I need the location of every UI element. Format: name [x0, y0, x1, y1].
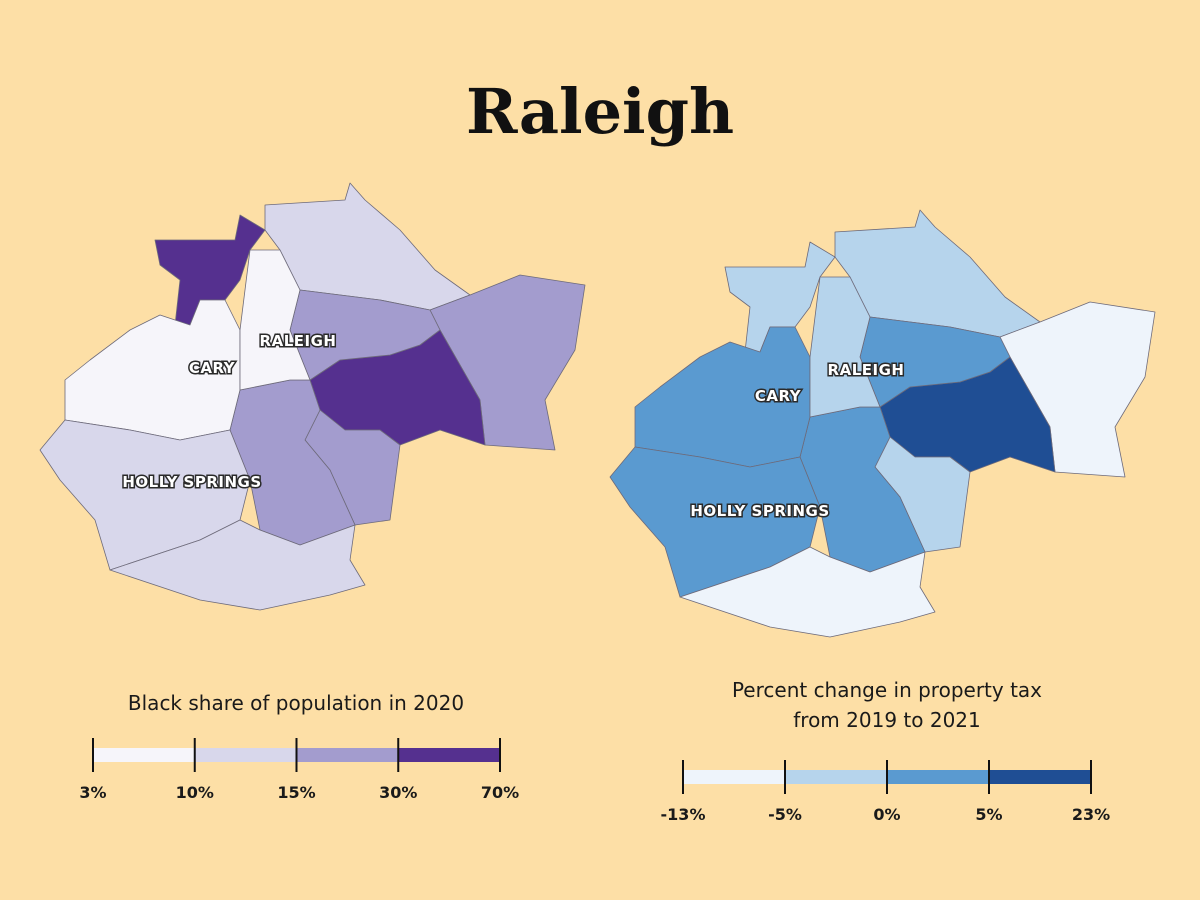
legend-tick-label: 0% [873, 805, 900, 824]
legend-title-line-2: from 2019 to 2021 [793, 708, 981, 732]
legend-tick-label: 70% [481, 783, 519, 802]
legend-title: Black share of population in 2020 [128, 691, 464, 715]
legend-tick-label: 5% [975, 805, 1002, 824]
legend-title-line-1: Percent change in property tax [732, 678, 1042, 702]
map-black-share: RALEIGH CARY HOLLY SPRINGS [39, 182, 586, 611]
label-holly-springs: HOLLY SPRINGS [122, 473, 261, 491]
legend-black-share: Black share of population in 2020 3% 10% 1… [79, 691, 519, 802]
page-title: Raleigh [466, 75, 734, 148]
map-region [239, 249, 311, 391]
legend-tick-label: 30% [379, 783, 417, 802]
map-region [39, 419, 251, 571]
legend-swatch [296, 748, 399, 762]
legend-tick-label: -5% [768, 805, 802, 824]
legend-swatch [989, 770, 1091, 784]
label-holly-springs: HOLLY SPRINGS [690, 502, 829, 520]
legend-tick-label: 23% [1072, 805, 1110, 824]
legend-swatch [398, 748, 500, 762]
legend-property-tax: Percent change in property tax from 2019… [661, 678, 1111, 824]
legend-swatch [93, 748, 195, 762]
legend-tick-label: 10% [176, 783, 214, 802]
label-cary: CARY [189, 359, 236, 377]
label-raleigh: RALEIGH [828, 361, 905, 379]
map-region [109, 519, 366, 611]
label-raleigh: RALEIGH [260, 332, 337, 350]
map-property-tax-change: RALEIGH CARY HOLLY SPRINGS [609, 209, 1156, 638]
map-region [679, 546, 936, 638]
legend-swatch [683, 770, 785, 784]
legend-swatch [887, 770, 989, 784]
map-region [809, 276, 881, 418]
legend-tick-label: 15% [277, 783, 315, 802]
legend-tick-label: 3% [79, 783, 106, 802]
legend-swatch [194, 748, 297, 762]
map-region [609, 446, 821, 598]
label-cary: CARY [755, 387, 802, 405]
legend-swatch [785, 770, 887, 784]
legend-tick-label: -13% [661, 805, 706, 824]
